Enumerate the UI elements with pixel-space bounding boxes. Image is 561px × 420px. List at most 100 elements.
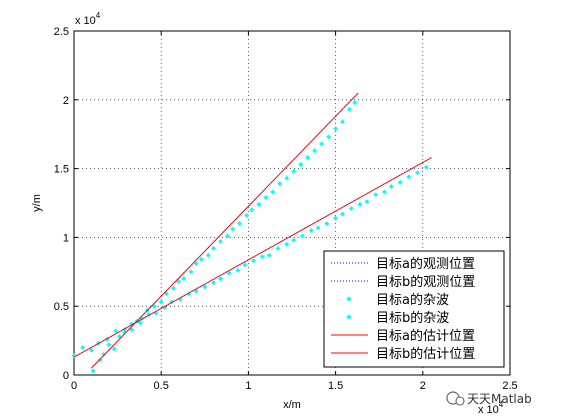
grid-lines <box>74 31 510 375</box>
legend-label: 目标b的观测位置 <box>376 274 475 290</box>
data-point <box>237 221 243 227</box>
data-point <box>397 179 403 185</box>
data-point <box>205 252 211 258</box>
x-exponent-label: x 104 <box>478 400 504 416</box>
legend-marker <box>346 296 352 302</box>
data-point <box>88 347 94 353</box>
y-axis-label: y/m <box>31 194 43 212</box>
data-point <box>122 327 128 333</box>
x-tick-label: 0.5 <box>154 380 169 392</box>
data-point <box>275 245 281 251</box>
data-point <box>263 194 269 201</box>
x-tick-label: 2 <box>420 380 426 392</box>
data-point <box>251 258 257 264</box>
data-point <box>193 260 199 267</box>
y-tick-label: 2 <box>63 95 69 107</box>
x-tick-label: 0 <box>71 380 77 392</box>
data-point <box>244 212 250 218</box>
data-point <box>415 170 421 176</box>
legend-label: 目标a的观测位置 <box>376 256 475 272</box>
data-point <box>113 328 119 334</box>
series-6 <box>73 157 432 358</box>
x-tick-label: 1 <box>245 380 251 392</box>
data-point <box>80 344 86 351</box>
axis-ticks <box>73 30 511 376</box>
data-point <box>235 267 241 273</box>
data-point <box>346 106 353 112</box>
watermark-text: 天天Matlab <box>467 392 532 406</box>
data-point <box>388 183 394 190</box>
series-line <box>73 157 432 358</box>
data-point <box>348 205 354 212</box>
series-3 <box>90 99 358 374</box>
y-tick-label: 0 <box>63 370 69 382</box>
data-point <box>298 161 304 168</box>
data-point <box>381 189 387 195</box>
x-tick-label: 2.5 <box>502 380 517 392</box>
data-point <box>312 148 318 154</box>
data-point <box>373 192 379 198</box>
data-point <box>202 284 208 290</box>
data-point <box>340 211 346 217</box>
data-point <box>277 181 283 187</box>
data-point <box>106 342 112 348</box>
data-point <box>97 357 103 363</box>
x-tick-label: 1.5 <box>328 380 343 392</box>
data-point <box>284 241 290 247</box>
data-point <box>242 262 248 268</box>
legend-box <box>323 250 505 368</box>
data-point <box>305 155 311 161</box>
y-tick-label: 1 <box>63 232 69 244</box>
data-point <box>230 226 236 232</box>
data-point <box>324 221 330 227</box>
x-axis-label: x/m <box>283 399 301 411</box>
data-point <box>188 269 194 275</box>
x-tick-labels: 0 0.5 1 1.5 2 2.5 <box>71 380 518 392</box>
data-point <box>217 276 224 282</box>
data-point <box>137 320 143 326</box>
legend-label: 目标b的杂波 <box>376 310 449 326</box>
data-point <box>319 141 325 147</box>
data-point <box>210 245 217 251</box>
data-point <box>364 199 370 205</box>
data-point <box>210 280 217 286</box>
data-point <box>224 233 231 239</box>
data-point <box>249 207 255 213</box>
data-point <box>308 227 314 234</box>
data-point <box>146 311 152 318</box>
data-point <box>170 285 176 291</box>
data-point <box>357 201 363 207</box>
data-point <box>90 368 96 374</box>
data-point <box>299 233 306 239</box>
data-point <box>217 238 224 245</box>
data-point <box>270 189 276 195</box>
data-point <box>284 175 290 181</box>
legend: 目标a的观测位置目标b的观测位置目标a的杂波目标b的杂波目标a的估计位置目标b的… <box>323 250 505 368</box>
data-point <box>259 254 265 260</box>
legend-label: 目标a的杂波 <box>376 292 449 308</box>
data-point <box>333 126 339 132</box>
data-point <box>291 168 297 174</box>
legend-label: 目标b的估计位置 <box>376 346 475 362</box>
data-point <box>198 256 204 262</box>
data-point <box>163 291 169 297</box>
data-point <box>333 215 339 221</box>
y-tick-label: 0.5 <box>54 301 69 313</box>
y-exponent-label: x 104 <box>75 11 101 27</box>
y-tick-label: 1.5 <box>54 164 69 176</box>
legend-marker <box>346 314 352 320</box>
y-tick-labels: 0 0.5 1 1.5 2 2.5 <box>54 26 69 382</box>
data-point <box>186 291 192 297</box>
data-point <box>291 237 297 243</box>
data-point <box>352 99 358 106</box>
legend-items: 目标a的观测位置目标b的观测位置目标a的杂波目标b的杂波目标a的估计位置目标b的… <box>331 256 475 362</box>
data-point <box>340 119 346 125</box>
data-point <box>176 278 182 284</box>
data-point <box>423 164 429 170</box>
watermark: 天天Matlab <box>446 391 532 406</box>
data-point <box>181 276 187 282</box>
data-point <box>256 201 262 207</box>
wechat-icon-inner <box>455 396 465 406</box>
data-point <box>315 225 321 231</box>
